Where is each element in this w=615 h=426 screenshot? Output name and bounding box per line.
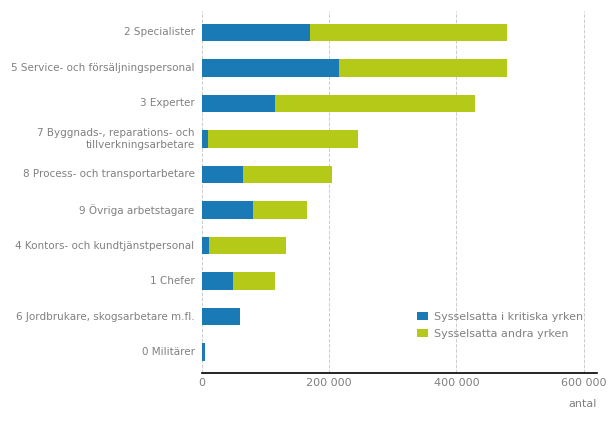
Bar <box>243 166 332 183</box>
Bar <box>234 272 275 290</box>
Bar <box>338 59 507 77</box>
Bar <box>202 237 209 254</box>
Bar <box>202 130 208 148</box>
Bar <box>208 130 358 148</box>
Bar <box>310 23 507 41</box>
Bar <box>202 272 234 290</box>
Bar <box>202 308 240 325</box>
Legend: Sysselsatta i kritiska yrken, Sysselsatta andra yrken: Sysselsatta i kritiska yrken, Sysselsatt… <box>417 312 583 339</box>
Bar <box>202 23 310 41</box>
Bar <box>253 201 307 219</box>
Bar <box>275 95 475 112</box>
Bar <box>202 95 275 112</box>
Bar <box>202 343 205 361</box>
Text: antal: antal <box>568 399 597 409</box>
Bar <box>202 166 243 183</box>
Bar <box>202 201 253 219</box>
Bar <box>202 59 338 77</box>
Bar <box>209 237 285 254</box>
